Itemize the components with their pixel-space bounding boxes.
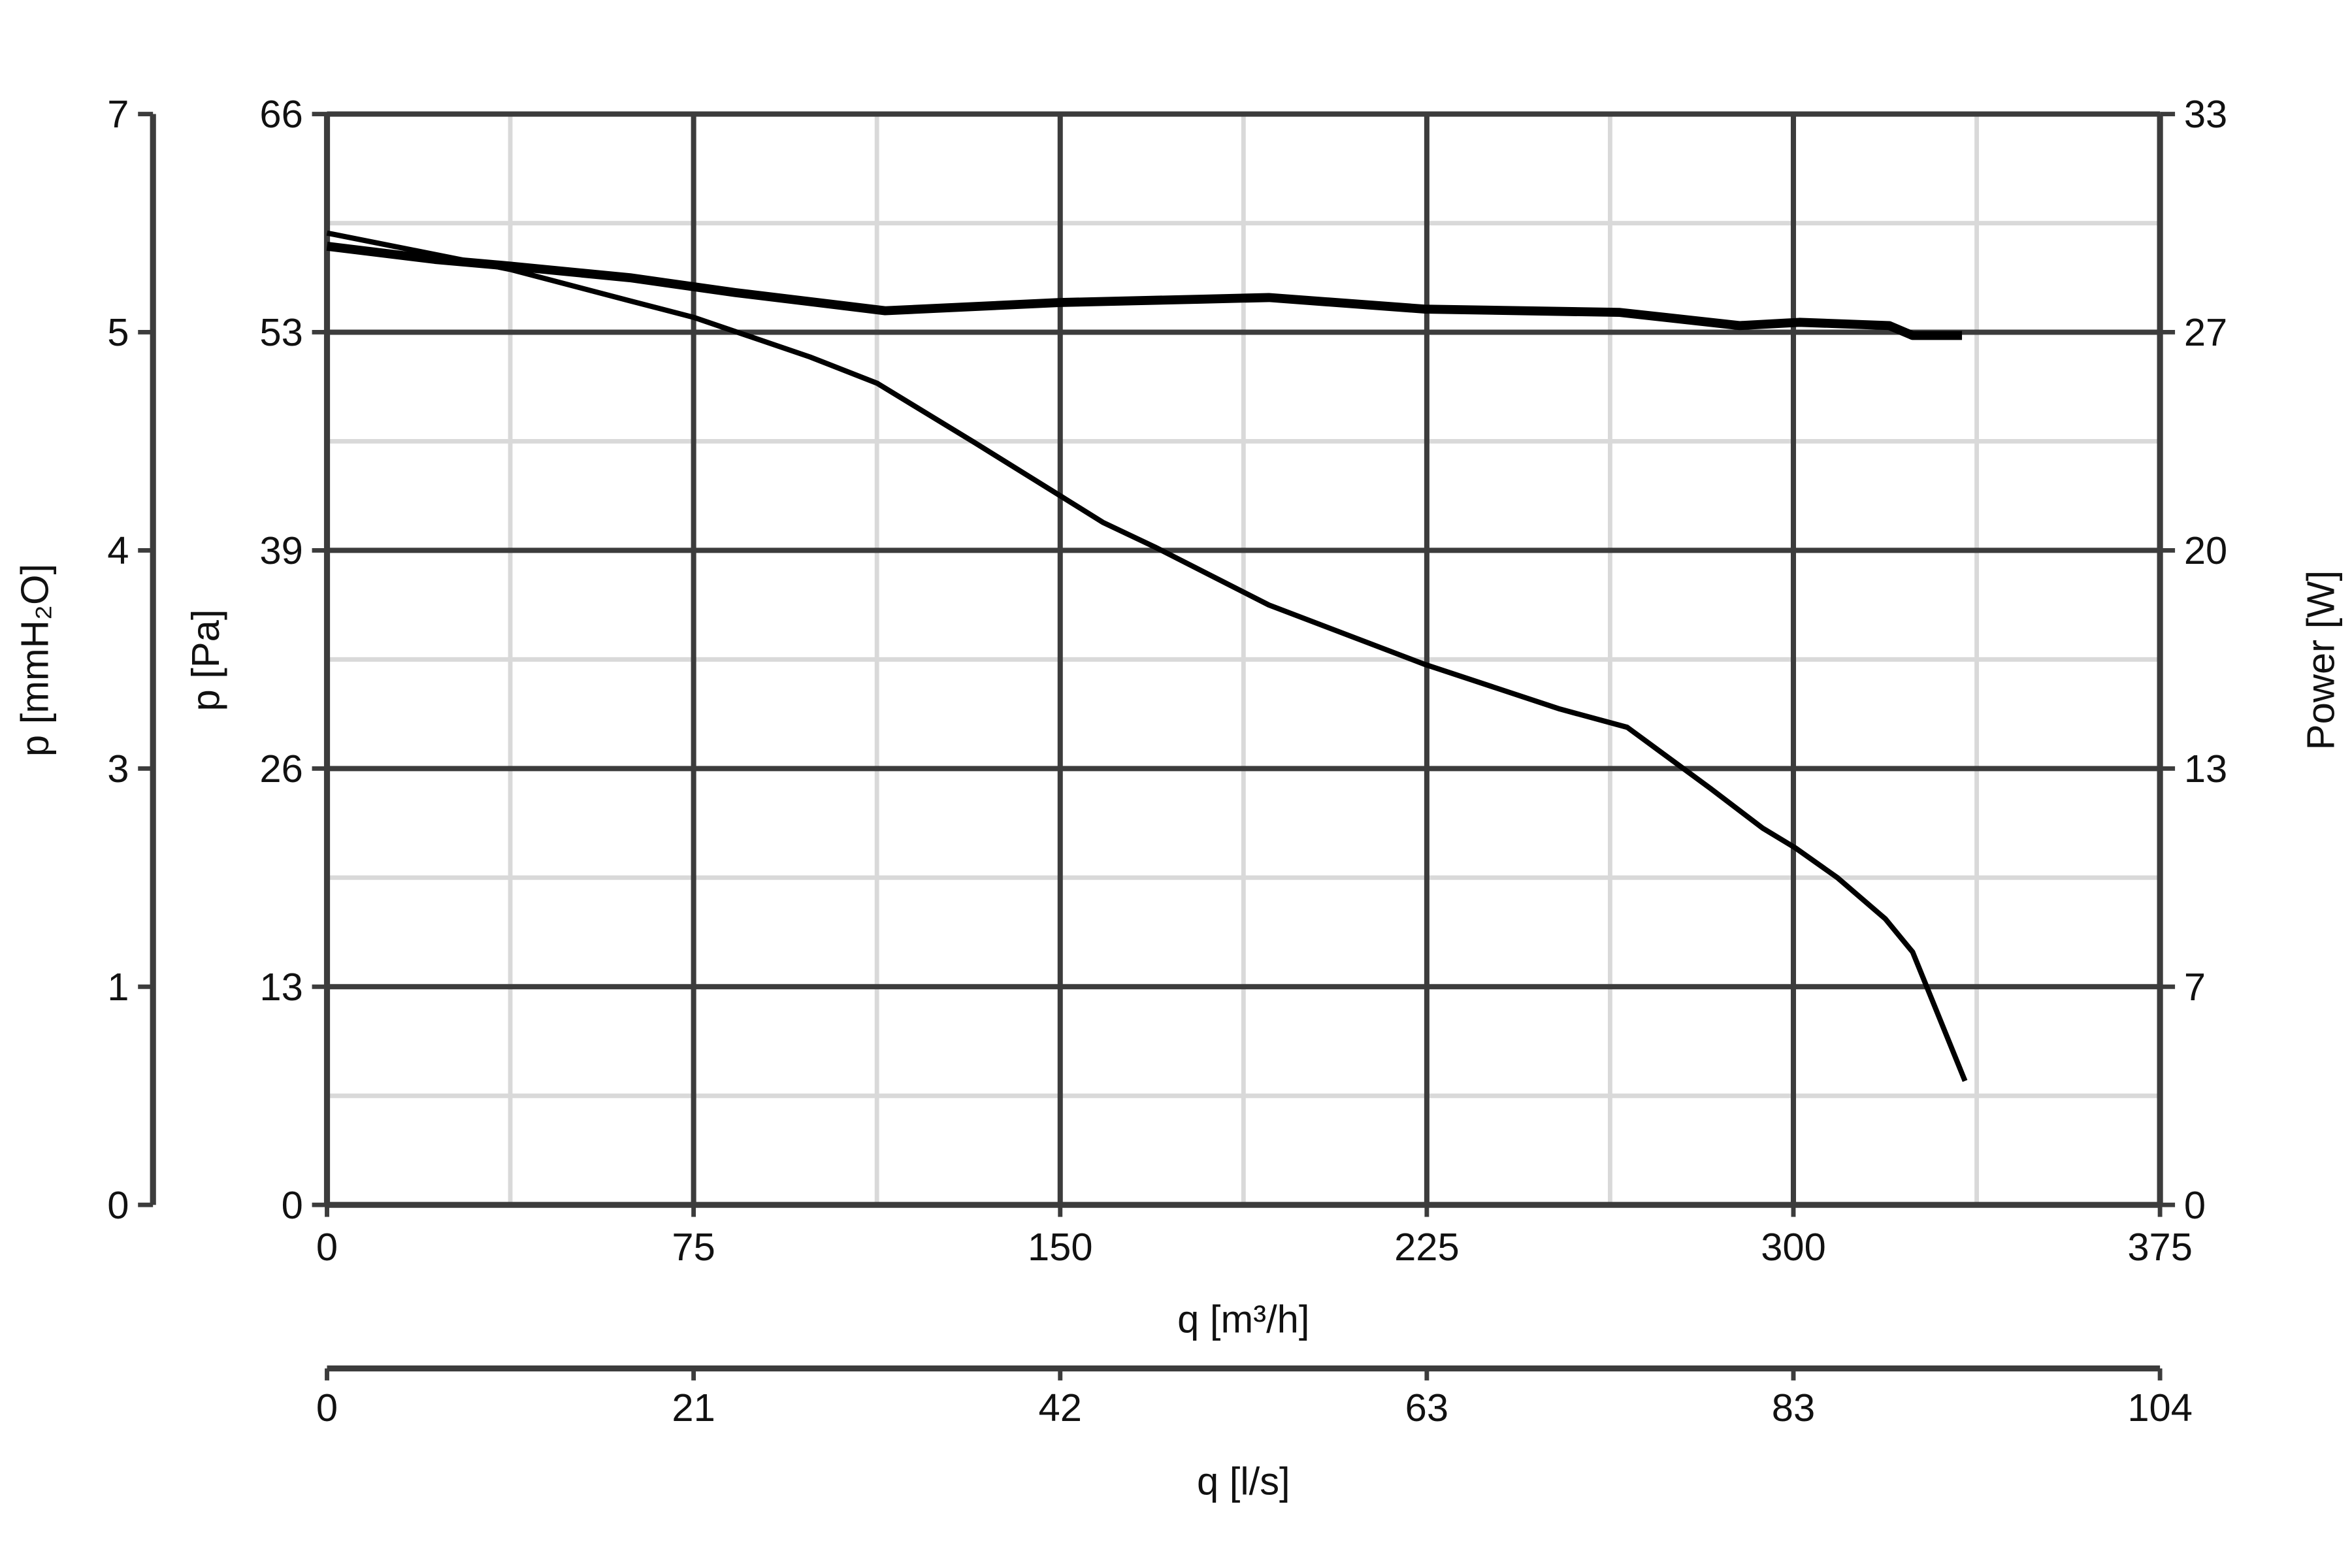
x-tick-label: 300 — [1761, 1225, 1826, 1269]
y-tick-label: 26 — [259, 747, 302, 791]
power-curve — [326, 242, 1963, 340]
y-tick-label: 53 — [259, 310, 302, 354]
y2-tick-label: 7 — [107, 92, 129, 136]
x2-tick-label: 63 — [1405, 1386, 1448, 1429]
y-tick-label: 66 — [259, 92, 302, 136]
x-axis-label: q [m³/h] — [1177, 1297, 1309, 1341]
y2-tick-label: 0 — [107, 1183, 129, 1227]
x2-tick-label: 21 — [672, 1386, 715, 1429]
y-tick-label: 0 — [282, 1183, 303, 1227]
x-tick-label: 0 — [316, 1225, 338, 1269]
x-tick-label: 225 — [1394, 1225, 1460, 1269]
y2-tick-label: 1 — [107, 965, 129, 1009]
x2-axis-label: q [l/s] — [1197, 1459, 1290, 1503]
y3-axis-label: Power [W] — [2298, 570, 2342, 750]
x2-tick-label: 83 — [1772, 1386, 1815, 1429]
y3-tick-label: 7 — [2184, 965, 2206, 1009]
y3-tick-label: 33 — [2184, 92, 2227, 136]
y2-tick-label: 4 — [107, 529, 129, 572]
y-tick-label: 39 — [259, 529, 302, 572]
pressure-curve — [326, 230, 1968, 1083]
y3-tick-label: 20 — [2184, 529, 2227, 572]
y-tick-label: 13 — [259, 965, 302, 1009]
y3-tick-label: 27 — [2184, 310, 2227, 354]
y2-tick-label: 5 — [107, 310, 129, 354]
y-axis-label: p [Pa] — [184, 610, 227, 711]
y2-axis-label: p [mmH₂O] — [12, 564, 56, 757]
x2-tick-label: 104 — [2127, 1386, 2193, 1429]
x-tick-label: 75 — [672, 1225, 715, 1269]
x-tick-label: 150 — [1028, 1225, 1093, 1269]
x-tick-label: 375 — [2127, 1225, 2193, 1269]
x2-tick-label: 0 — [316, 1386, 338, 1429]
x2-tick-label: 42 — [1039, 1386, 1082, 1429]
y3-tick-label: 0 — [2184, 1183, 2206, 1227]
curves — [326, 230, 1968, 1083]
y2-tick-label: 3 — [107, 747, 129, 791]
y3-tick-label: 13 — [2184, 747, 2227, 791]
